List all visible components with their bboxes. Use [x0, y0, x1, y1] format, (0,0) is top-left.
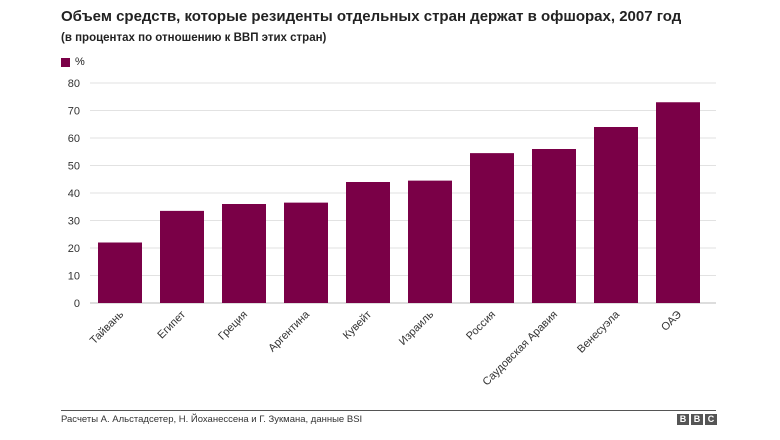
logo-letter: B [691, 414, 703, 425]
x-tick-label: Израиль [397, 308, 436, 347]
y-tick-label: 20 [68, 243, 80, 255]
x-tick-label: Тайвань [88, 308, 126, 346]
legend-label: % [75, 56, 85, 68]
y-tick-label: 0 [74, 298, 80, 310]
y-tick-label: 40 [68, 188, 80, 200]
bar [346, 182, 390, 303]
bar [470, 153, 514, 303]
x-tick-label: Кувейт [341, 309, 374, 342]
y-tick-label: 30 [68, 216, 80, 228]
y-tick-label: 70 [68, 106, 80, 118]
y-tick-label: 50 [68, 161, 80, 173]
x-tick-label: Аргентина [266, 308, 312, 354]
y-tick-label: 60 [68, 133, 80, 145]
bar [594, 127, 638, 303]
bar [160, 210, 204, 303]
chart-subtitle: (в процентах по отношению к ВВП этих стр… [61, 32, 327, 44]
chart-title: Объем средств, которые резиденты отдельн… [61, 8, 682, 25]
x-axis-ticks: Тайвань Египет Греция Аргентина Кувейт Израил… [88, 308, 684, 388]
y-tick-label: 80 [68, 78, 80, 90]
x-tick-label: Россия [464, 309, 498, 343]
bar [532, 149, 576, 303]
bar [656, 102, 700, 303]
legend: % [61, 56, 85, 68]
x-tick-label: Греция [216, 309, 250, 343]
x-tick-label: ОАЭ [659, 309, 684, 334]
bar [222, 204, 266, 303]
y-tick-label: 10 [68, 271, 80, 283]
bar [284, 202, 328, 303]
source-note: Расчеты А. Альстадсетер, Н. Йоханессена … [61, 414, 363, 425]
legend-swatch [61, 57, 70, 67]
bar-chart: 0 10 20 30 40 50 60 70 80 Тайвань Египет Греция Арг… [68, 78, 716, 388]
y-axis-ticks: 0 10 20 30 40 50 60 70 80 [68, 78, 80, 310]
bar [408, 180, 452, 303]
x-tick-label: Египет [155, 309, 188, 342]
bbc-logo: B B C [677, 414, 717, 425]
bar [98, 242, 142, 303]
bars [98, 102, 700, 303]
x-tick-label: Венесуэла [575, 308, 623, 356]
logo-letter: C [705, 414, 717, 425]
footer-divider [61, 410, 716, 411]
logo-letter: B [677, 414, 689, 425]
